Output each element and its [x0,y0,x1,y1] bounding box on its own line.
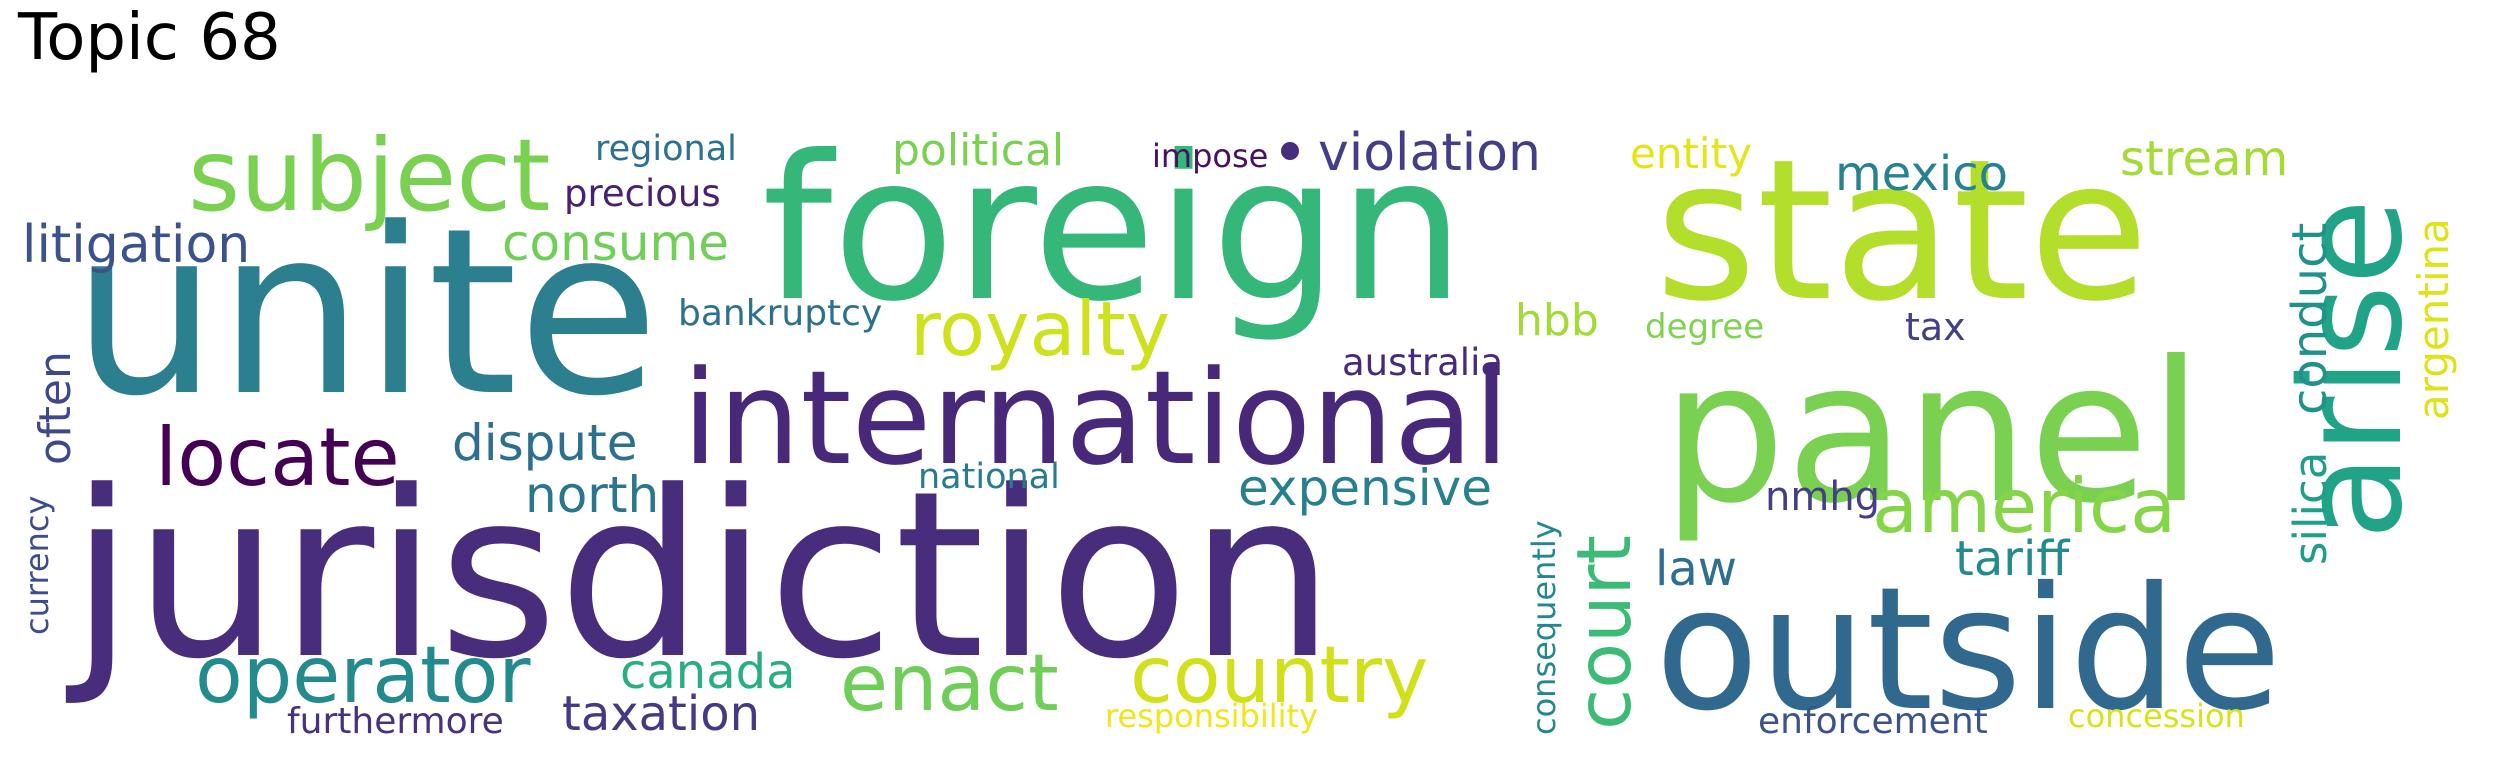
word-violation: violation [1318,123,1541,183]
word-degree: degree [1645,307,1764,347]
word-bankruptcy: bankruptcy [678,293,882,334]
word-enact: enact [840,639,1059,729]
word-stream: stream [2120,131,2288,187]
word-australia: australia [1342,341,1503,384]
word-state: state [1655,117,2149,344]
word-court: court [1560,535,1648,730]
word-panel: panel [1662,319,2203,546]
word-impose: impose [1152,137,1268,175]
word-national: national [918,457,1060,497]
word-international: international [682,342,1509,494]
word-consequently: consequently [1525,520,1563,735]
word-mexico: mexico [1835,146,2008,202]
word-taxation: taxation [562,686,760,742]
word-regional: regional [595,129,737,169]
word-hbb: hbb [1515,295,1599,346]
word-consume: consume [502,214,729,272]
word-often: often [30,351,81,465]
word-precious: precious [564,172,721,215]
word-litigation: litigation [22,215,250,275]
word-canada: canada [620,644,796,700]
word-country: country [1130,631,1428,721]
word-tariff: tariff [1955,531,2070,587]
word-operator: operator [195,631,531,721]
word-conduct: conduct [2282,223,2338,415]
word-currency: currency [18,496,56,635]
word-nmhg: nmhg [1765,474,1880,520]
word-north: north [525,466,659,524]
word-responsibility: responsibility [1105,697,1318,735]
word-concession: concession [2068,697,2245,735]
word-arise: arise [2271,199,2434,540]
word-tax: tax [1905,305,1966,349]
word-silica: silica [2284,452,2337,565]
word-law: law [1655,541,1737,597]
word-locate: locate [155,411,400,504]
word-royalty: royalty [910,285,1170,373]
word-dispute: dispute [452,414,637,472]
dot-mark [1281,142,1299,160]
word-expensive: expensive [1238,459,1492,517]
word-political: political [892,125,1064,176]
word-enforcement: enforcement [1758,701,1988,742]
word-argentina: argentina [2409,218,2458,420]
word-outside: outside [1655,551,2282,749]
word-america: america [1872,462,2176,550]
word-jurisdiction: jurisdiction [65,443,1335,710]
word-furthermore: furthermore [287,701,504,742]
word-foreign: foreign [762,113,1465,346]
word-subject: subject [188,117,550,234]
page-title: Topic 68 [18,1,281,75]
word-entity: entity [1630,129,1752,178]
word-unite: unite [72,180,659,447]
